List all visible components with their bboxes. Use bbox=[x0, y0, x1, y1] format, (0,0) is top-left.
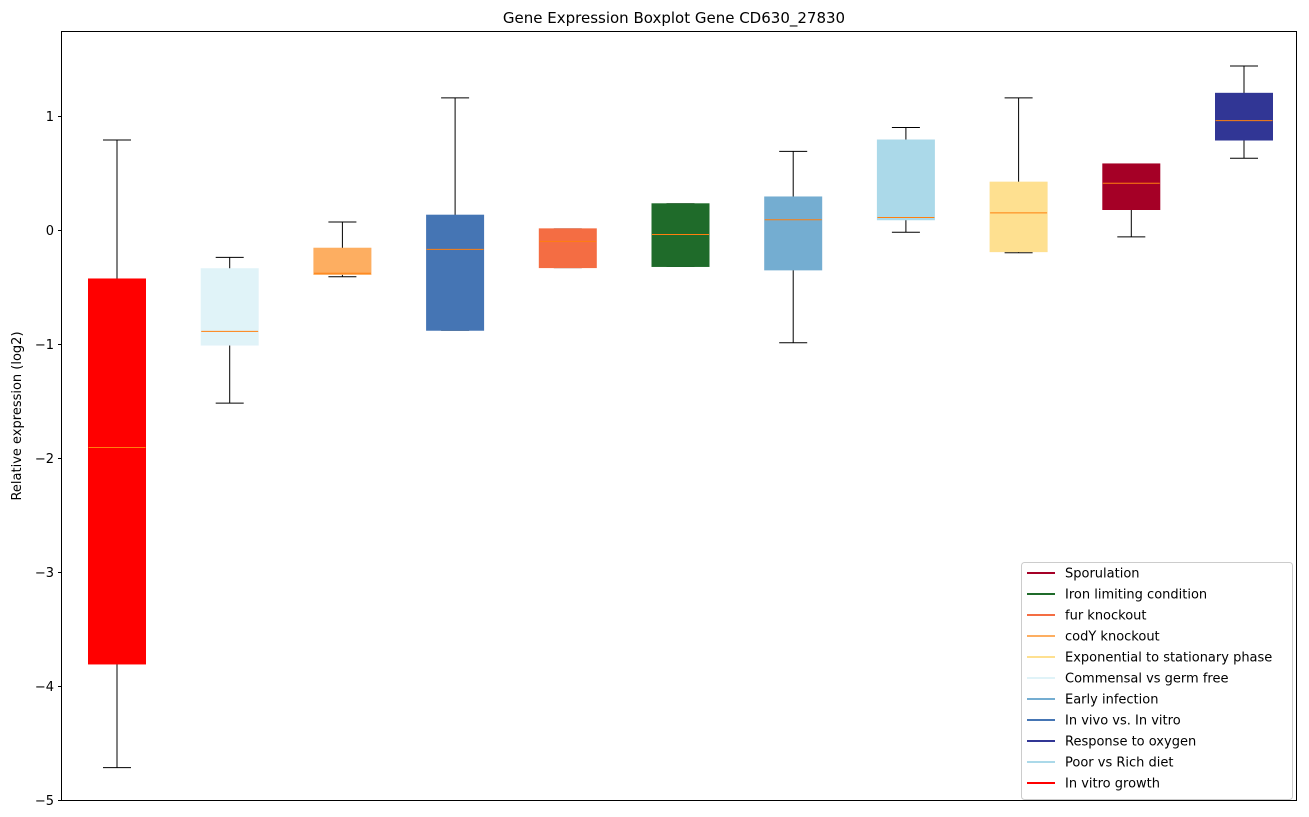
box-body bbox=[88, 278, 146, 665]
boxes-group bbox=[88, 65, 1273, 769]
legend-label: In vivo vs. In vitro bbox=[1065, 714, 1181, 729]
plot-frame bbox=[61, 31, 1297, 801]
legend-item: Response to oxygen bbox=[1027, 735, 1196, 750]
legend-label: Early infection bbox=[1065, 693, 1158, 708]
box-in-vivo-vs-in-vitro bbox=[426, 97, 485, 331]
box-body bbox=[989, 181, 1048, 253]
box-body bbox=[426, 214, 485, 331]
legend-item: Early infection bbox=[1027, 693, 1158, 708]
box-body bbox=[651, 203, 710, 267]
legend-item: In vitro growth bbox=[1027, 777, 1160, 792]
y-axis-label: Relative expression (log2) bbox=[10, 331, 25, 500]
box-poor-vs-rich-diet bbox=[876, 126, 935, 233]
legend-frame bbox=[1021, 562, 1293, 800]
box-body bbox=[313, 247, 372, 275]
legend-item: Commensal vs germ free bbox=[1027, 672, 1228, 687]
legend-item: In vivo vs. In vitro bbox=[1027, 714, 1181, 729]
box-iron-limiting-condition bbox=[651, 203, 710, 267]
box-body bbox=[764, 196, 823, 271]
legend-label: Sporulation bbox=[1065, 567, 1140, 582]
legend-item: Sporulation bbox=[1027, 567, 1140, 582]
box-response-to-oxygen bbox=[1215, 65, 1273, 159]
box-body bbox=[538, 228, 597, 269]
legend-label: Iron limiting condition bbox=[1065, 588, 1207, 603]
box-fur-knockout bbox=[538, 228, 597, 269]
box-body bbox=[1215, 92, 1273, 141]
y-tick-label: −5 bbox=[35, 794, 54, 809]
y-axis-ticks: −5 −4 −3 −2 −1 0 1 bbox=[35, 110, 62, 809]
legend: Sporulation Iron limiting condition fur kn… bbox=[1021, 562, 1293, 800]
legend-item: codY knockout bbox=[1027, 630, 1160, 645]
box-early-infection bbox=[764, 150, 823, 344]
box-cody-knockout bbox=[313, 221, 372, 278]
y-tick-label: 1 bbox=[46, 110, 54, 125]
legend-label: codY knockout bbox=[1065, 630, 1160, 645]
box-body bbox=[200, 268, 259, 346]
legend-label: Commensal vs germ free bbox=[1065, 672, 1228, 687]
legend-label: In vitro growth bbox=[1065, 777, 1160, 792]
legend-label: Exponential to stationary phase bbox=[1065, 651, 1272, 666]
legend-label: Response to oxygen bbox=[1065, 735, 1196, 750]
legend-item: Iron limiting condition bbox=[1027, 588, 1207, 603]
box-in-vitro-growth bbox=[88, 139, 146, 769]
box-body bbox=[1102, 163, 1161, 210]
y-tick-label: −1 bbox=[35, 338, 54, 353]
y-tick-label: −3 bbox=[35, 566, 54, 581]
legend-label: fur knockout bbox=[1065, 609, 1147, 624]
legend-item: Poor vs Rich diet bbox=[1027, 756, 1173, 771]
box-exponential-to-stationary-phase bbox=[989, 97, 1048, 254]
y-tick-label: −2 bbox=[35, 452, 54, 467]
legend-label: Poor vs Rich diet bbox=[1065, 756, 1173, 771]
y-tick-label: −4 bbox=[35, 680, 54, 695]
chart-title: Gene Expression Boxplot Gene CD630_27830 bbox=[503, 9, 845, 28]
y-tick-label: 0 bbox=[46, 224, 54, 239]
box-body bbox=[876, 139, 935, 221]
box-sporulation bbox=[1102, 163, 1161, 238]
legend-item: fur knockout bbox=[1027, 609, 1147, 624]
legend-item: Exponential to stationary phase bbox=[1027, 651, 1272, 666]
box-commensal-vs-germ-free bbox=[200, 256, 259, 404]
